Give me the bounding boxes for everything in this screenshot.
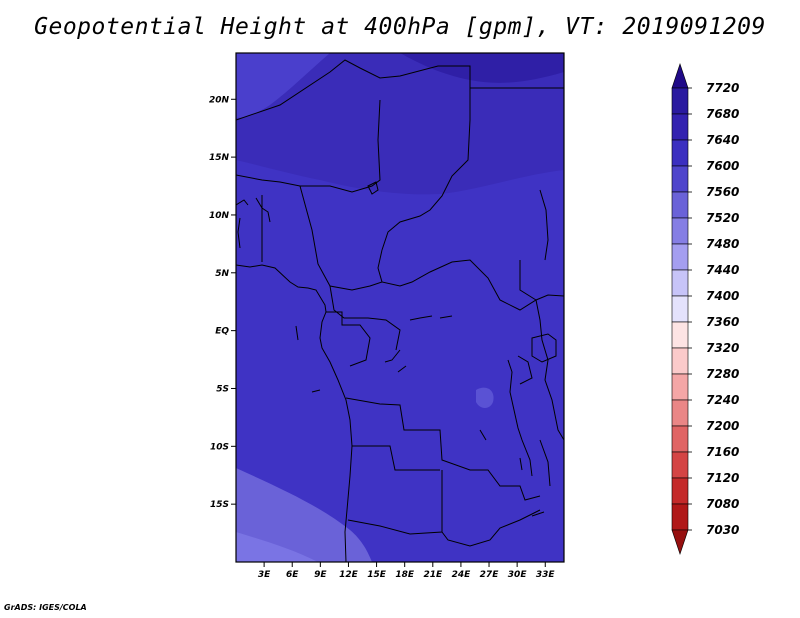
lon-tick-label: 12E [339, 570, 359, 580]
colorbar-label: 7680 [706, 107, 739, 121]
height-band-7520 [236, 532, 318, 562]
colorbar-label: 7160 [706, 445, 739, 459]
colorbar-label: 7640 [706, 133, 739, 147]
lat-tick-label: 15S [210, 500, 229, 510]
height-patch-7600 [476, 387, 494, 408]
lake-chad [367, 181, 379, 195]
gabon-congo-border [326, 311, 371, 367]
colorbar-swatch [671, 477, 689, 505]
lat-tick-label: EQ [215, 327, 229, 337]
colorbar-swatch [671, 373, 689, 401]
colorbar-label: 7360 [706, 315, 739, 329]
colorbar-swatch [671, 269, 689, 297]
cameroon-border [329, 285, 401, 351]
colorbar-label: 7440 [706, 263, 739, 277]
lon-tick-label: 21E [423, 570, 443, 580]
west-african-coastline [236, 264, 353, 562]
lat-tick-label: 5S [216, 384, 229, 394]
colorbar-label: 7030 [706, 523, 739, 537]
interior-rivers [295, 315, 545, 517]
colorbar-swatch [671, 217, 689, 245]
height-band-7560 [236, 468, 372, 562]
sahel-border [236, 99, 381, 193]
lat-tick-label: 5N [215, 269, 229, 279]
angola-border [347, 445, 443, 535]
colorbar-swatch [671, 295, 689, 323]
lon-tick-label: 33E [536, 570, 556, 580]
colorbar-swatch [671, 243, 689, 271]
colorbar-swatch [671, 191, 689, 219]
colorbar-swatch [671, 165, 689, 193]
colorbar-swatch [671, 425, 689, 453]
coastlines-and-borders [236, 59, 564, 562]
colorbar-swatch [671, 113, 689, 141]
colorbar-label: 7480 [706, 237, 739, 251]
map-title: Geopotential Height at 400hPa [gpm], VT:… [34, 14, 766, 40]
zambia-border [441, 509, 541, 547]
lat-tick-label: 20N [209, 95, 230, 105]
colorbar-swatch [671, 503, 689, 531]
map-panel [236, 53, 564, 562]
colorbar-label: 7280 [706, 367, 739, 381]
great-lakes [507, 355, 551, 487]
lake-victoria [531, 333, 557, 363]
colorbar-label: 7560 [706, 185, 739, 199]
east-africa-border [535, 299, 564, 441]
sudan-border [381, 88, 471, 251]
longitude-ticks: 3E 6E 9E 12E 15E 18E 21E 24E 27E 30E 33E [258, 562, 556, 580]
colorbar-label: 7720 [706, 81, 739, 95]
lon-tick-label: 24E [452, 570, 472, 580]
colorbar-bottom-arrow [671, 529, 689, 555]
colorbar-label: 7240 [706, 393, 739, 407]
colorbar-label: 7080 [706, 497, 739, 511]
colorbar-swatch [671, 139, 689, 167]
lon-tick-label: 15E [367, 570, 387, 580]
map-frame [235, 52, 565, 563]
drc-border [345, 397, 541, 501]
latitude-ticks: 20N 15N 10N 5N EQ 5S 10S 15S [209, 95, 236, 510]
chad-car-border [377, 249, 564, 311]
colorbar-label: 7400 [706, 289, 739, 303]
north-border [236, 59, 564, 121]
lat-tick-label: 10N [209, 211, 230, 221]
east-border [519, 189, 549, 301]
colorbar-swatch [671, 87, 689, 115]
colorbar-label: 7320 [706, 341, 739, 355]
grads-credit: GrADS: IGES/COLA [4, 603, 87, 612]
height-band-7680 [400, 53, 564, 83]
lat-tick-label: 10S [210, 442, 229, 452]
colorbar-swatch [671, 321, 689, 349]
lon-tick-label: 27E [480, 570, 500, 580]
colorbar-swatch [671, 451, 689, 479]
colorbar-top-arrow [671, 63, 689, 89]
colorbar-label: 7600 [706, 159, 739, 173]
colorbar-swatch [671, 399, 689, 427]
lon-tick-label: 18E [395, 570, 415, 580]
lon-tick-label: 30E [508, 570, 528, 580]
colorbar-label: 7120 [706, 471, 739, 485]
height-band-7600-west [236, 53, 330, 118]
lon-tick-label: 9E [314, 570, 327, 580]
colorbar-swatch [671, 347, 689, 375]
lat-tick-label: 15N [209, 153, 230, 163]
west-border-rivers [236, 197, 271, 249]
colorbar-label: 7520 [706, 211, 739, 225]
lon-tick-label: 6E [286, 570, 299, 580]
colorbar-label: 7200 [706, 419, 739, 433]
lon-tick-label: 3E [258, 570, 271, 580]
colorbar: 7720 7680 7640 7600 7560 7520 7480 7440 7400 7360… [671, 63, 739, 555]
